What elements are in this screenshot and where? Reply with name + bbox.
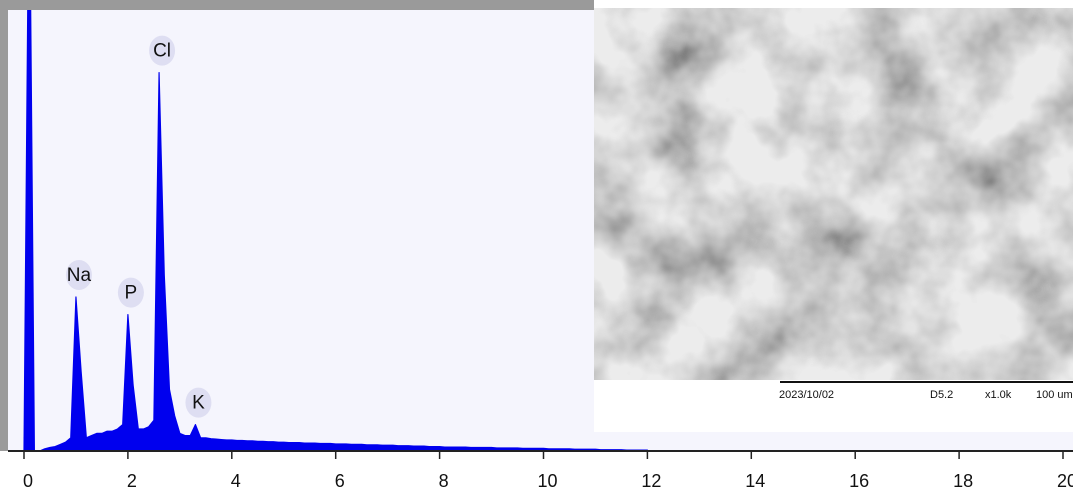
left-frame (0, 0, 8, 451)
sem-detector: D5.2 (930, 389, 953, 401)
sem-texture (594, 8, 1073, 380)
spectrum-area (23, 10, 648, 451)
x-tick-label: 2 (127, 471, 137, 491)
sem-scale: 100 um (1036, 389, 1073, 401)
peak-label: Na (67, 265, 92, 286)
peak-label-bg (185, 387, 212, 418)
peak-label-bg (65, 260, 92, 290)
peak-labels: Na P Cl K (65, 35, 212, 418)
x-tick-label: 20 (1057, 471, 1073, 491)
peak-label: P (125, 283, 138, 304)
x-tick-label: 18 (953, 471, 973, 491)
x-tick-label: 10 (537, 471, 557, 491)
peak-label-bg (117, 277, 144, 308)
sem-date: 2023/10/02 (779, 389, 834, 401)
sem-magnification: x1.0k (985, 389, 1012, 401)
peak-label: K (192, 393, 205, 414)
spectrum-layer (23, 10, 648, 451)
x-tick-label: 4 (231, 471, 241, 491)
peak-label: Cl (153, 41, 171, 62)
peak-label-bg (149, 35, 176, 66)
x-tick-label: 0 (23, 471, 33, 491)
x-ticks: 0 2 4 6 8 10 12 14 16 18 20 (23, 450, 1073, 491)
x-tick-label: 6 (335, 471, 345, 491)
x-tick-label: 16 (849, 471, 869, 491)
sem-inset: 2023/10/02 D5.2 x1.0k 100 um (594, 8, 1073, 432)
x-tick-label: 12 (641, 471, 661, 491)
x-tick-label: 14 (745, 471, 765, 491)
x-tick-label: 8 (439, 471, 449, 491)
top-frame (0, 0, 594, 10)
sem-info-bar (594, 380, 1073, 432)
